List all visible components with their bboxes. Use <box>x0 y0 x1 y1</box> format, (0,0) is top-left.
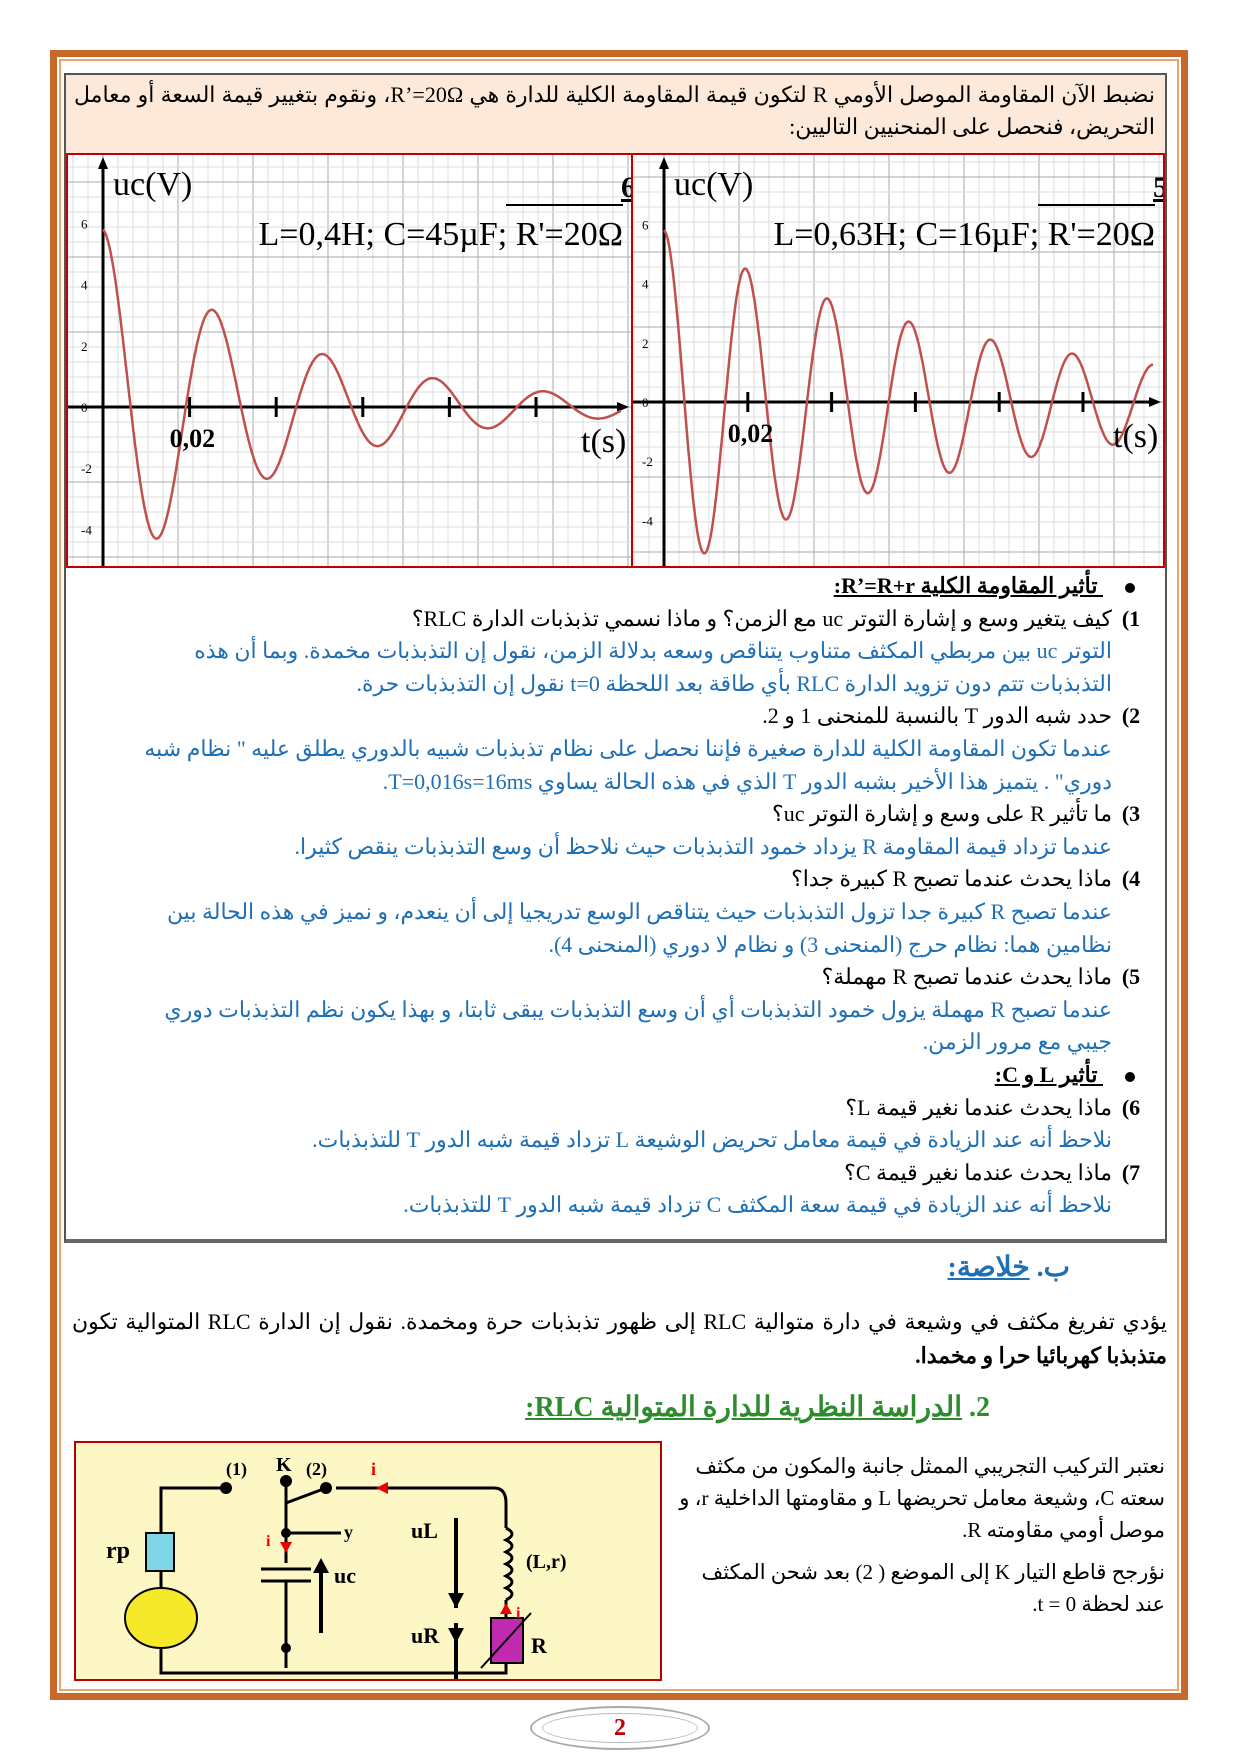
question-text: كيف يتغير وسع و إشارة التوتر uc مع الزمن… <box>411 605 1112 631</box>
question-text: ماذا يحدث عندما تصبح R كبيرة جدا؟ <box>791 866 1112 892</box>
section2-heading: 2. الدراسة النظرية للدارة المتوالية RLC: <box>525 1392 990 1423</box>
y-axis-arrow <box>98 157 108 169</box>
y-tick-label: 4 <box>81 278 88 293</box>
label-ul: uL <box>411 1518 438 1543</box>
question-3: 3) ما تأثير R على وسع و إشارة التوتر uc؟ <box>90 798 1150 831</box>
question-1: 1) كيف يتغير وسع و إشارة التوتر uc مع الز… <box>90 603 1150 636</box>
label-pos1: (1) <box>226 1459 247 1480</box>
question-number: 2) <box>1121 703 1141 729</box>
answer-text: نلاحظ أنه عند الزيادة في قيمة معامل تحري… <box>312 1127 1112 1153</box>
graph-params: L=0,63H; C=16µF; R'=20Ω <box>774 216 1156 253</box>
question-number: 4) <box>1121 866 1141 892</box>
answer-text: عندما تزداد قيمة المقاومة R يزداد خمود ا… <box>294 833 1112 859</box>
bullet-icon <box>1125 582 1135 593</box>
circuit-text-1: نعتبر التركيب التجريبي الممثل جانبة والم… <box>679 1454 1165 1542</box>
question-number: 3) <box>1121 801 1141 827</box>
y-tick-label: 6 <box>642 217 649 232</box>
label-i: i <box>516 1605 521 1622</box>
section-a-heading: تأثير المقاومة الكلية R’=R+r: <box>90 570 1150 603</box>
circuit-description: نعتبر التركيب التجريبي الممثل جانبة والم… <box>675 1450 1165 1620</box>
question-text: ماذا يحدث عندما نغير قيمة L؟ <box>845 1094 1112 1120</box>
graphs-area: 6 4 2 0 -2 -4 uc(V) t(s) 0,02 المنحنى 5 L=0,63H; C… <box>66 153 1240 568</box>
label-ur: uR <box>411 1623 440 1648</box>
y-tick-label: -2 <box>642 454 653 469</box>
graph-5-svg: 6 4 2 0 -2 -4 uc(V) t(s) 0,02 المنحنى 5 L=0,63H; C… <box>633 155 1240 566</box>
graph-params: L=0,4H; C=45µF; R'=20Ω <box>259 216 624 253</box>
question-number: 5) <box>1121 964 1141 990</box>
y-axis-label: uc(V) <box>113 166 192 203</box>
question-2: 2) حدد شبه الدور T بالنسبة للمنحنى 1 و 2. <box>90 700 1150 733</box>
y-tick-label: -4 <box>81 522 92 537</box>
y-tick-label: 0 <box>81 400 88 415</box>
x-tick-label: 0,02 <box>170 424 216 453</box>
content-box <box>64 73 1167 1243</box>
y-tick-label: 2 <box>81 339 88 354</box>
question-number: 7) <box>1121 1159 1141 1185</box>
question-text: حدد شبه الدور T بالنسبة للمنحنى 1 و 2. <box>762 703 1112 729</box>
x-axis-label: t(s) <box>581 423 626 460</box>
question-text: ماذا يحدث عندما تصبح R مهملة؟ <box>821 964 1112 990</box>
label-i: i <box>266 1533 271 1550</box>
question-7: 7) ماذا يحدث عندما نغير قيمة C؟ <box>90 1157 1150 1190</box>
page-number: 2 <box>530 1706 710 1750</box>
x-axis-arrow <box>1149 397 1161 407</box>
y-axis-label: uc(V) <box>674 166 753 203</box>
label-uc: uc <box>334 1563 356 1588</box>
question-number: 1) <box>1121 605 1141 631</box>
graph-title: المنحنى 5 <box>1153 171 1163 204</box>
label-i: i <box>371 1459 376 1479</box>
x-axis-label: t(s) <box>1113 418 1158 455</box>
questions-section: تأثير المقاومة الكلية R’=R+r: 1) كيف يتغي… <box>90 570 1150 1222</box>
label-y: y <box>344 1522 353 1542</box>
circuit-diagram: (1) K (2) i i i rp uc y uL uR (L,r) R <box>74 1441 662 1713</box>
y-tick-label: 0 <box>642 395 649 410</box>
page-border <box>50 50 1188 1700</box>
question-6: 6) ماذا يحدث عندما نغير قيمة L؟ <box>90 1092 1150 1125</box>
graph-title: المنحنى 6 <box>621 171 631 204</box>
x-axis-arrow <box>617 402 629 412</box>
question-4: 4) ماذا يحدث عندما تصبح R كبيرة جدا؟ <box>90 863 1150 896</box>
y-tick-label: -2 <box>81 461 92 476</box>
answer-text: عندما تصبح R مهملة يزول خمود التذبذبات أ… <box>164 996 1112 1055</box>
label-rp: rp <box>106 1538 130 1564</box>
answer-text: عندما تكون المقاومة الكلية للدارة صغيرة … <box>144 735 1112 794</box>
summary-heading: ب. خلاصة: <box>947 1252 1071 1283</box>
x-tick-label: 0,02 <box>728 419 774 448</box>
bullet-icon <box>1125 1071 1135 1082</box>
question-number: 6) <box>1121 1094 1141 1120</box>
y-axis-arrow <box>659 157 669 169</box>
question-5: 5) ماذا يحدث عندما تصبح R مهملة؟ <box>90 961 1150 994</box>
question-text: ما تأثير R على وسع و إشارة التوتر uc؟ <box>772 801 1112 827</box>
label-r: R <box>531 1633 548 1658</box>
y-tick-label: 2 <box>642 336 649 351</box>
label-pos2: (2) <box>306 1459 327 1480</box>
graph-6-svg: 6 4 2 0 -2 -4 uc(V) t(s) 0,02 المنحنى 6 L=0,4H; C=… <box>68 155 741 566</box>
answer-text: عندما تصبح R كبيرة جدا تزول التذبذبات حي… <box>166 898 1112 957</box>
y-tick-label: -4 <box>642 513 653 528</box>
answer-text: التوتر uc بين مربطي المكثف متناوب يتناقص… <box>194 638 1112 696</box>
uc-curve <box>663 229 1154 555</box>
section-b-heading: تأثير L و C: <box>90 1059 1150 1092</box>
graph-curve-5: 6 4 2 0 -2 -4 uc(V) t(s) 0,02 المنحنى 5 L=0,63H; C… <box>631 155 1240 566</box>
uc-curve <box>102 228 622 540</box>
y-tick-label: 6 <box>81 216 88 231</box>
y-tick-label: 4 <box>642 277 649 292</box>
question-text: ماذا يحدث عندما نغير قيمة C؟ <box>844 1159 1112 1185</box>
circuit-text-2: نؤرجح قاطع التيار K إلى الموضع ( 2) بعد … <box>701 1560 1165 1616</box>
answer-text: نلاحظ أنه عند الزيادة في قيمة سعة المكثف… <box>403 1192 1112 1218</box>
label-k: K <box>276 1454 292 1476</box>
intro-text: نضبط الآن المقاومة الموصل الأومي R لتكون… <box>66 75 1165 153</box>
label-lr: (L,r) <box>526 1551 567 1573</box>
graph-curve-6: 6 4 2 0 -2 -4 uc(V) t(s) 0,02 المنحنى 6 L=0,4H; C=… <box>68 155 741 566</box>
summary-text: يؤدي تفريغ مكثف في وشيعة في دارة متوالية… <box>72 1309 1167 1368</box>
